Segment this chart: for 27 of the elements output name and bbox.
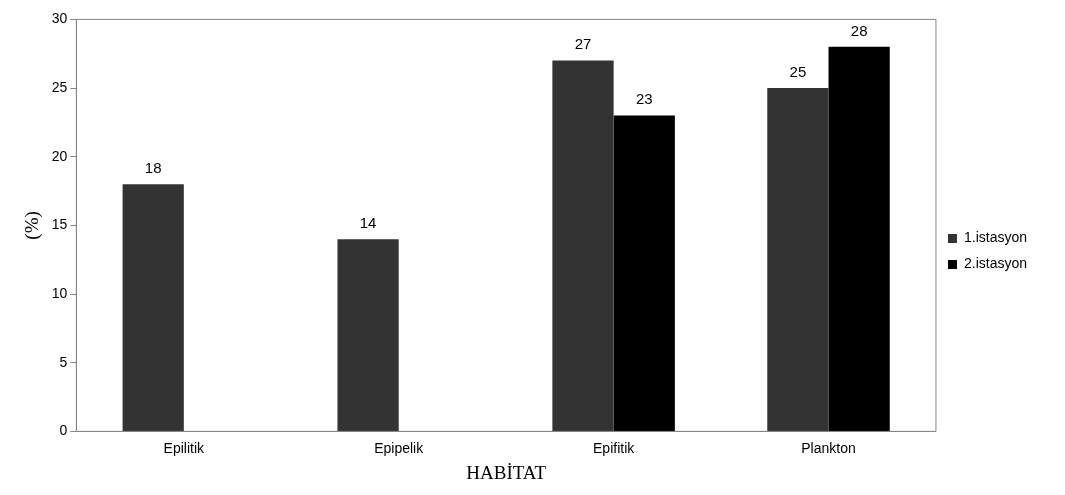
bar	[552, 60, 614, 431]
y-tick-label: 5	[59, 353, 68, 370]
data-label: 27	[574, 35, 592, 53]
x-tick-label: Epilitik	[163, 439, 206, 456]
y-axis-title: (%)	[21, 211, 44, 240]
bar	[767, 88, 829, 431]
bar	[337, 239, 399, 431]
bar	[828, 46, 890, 431]
x-tick-label: Epifitik	[593, 439, 636, 456]
y-tick-label: 0	[59, 422, 68, 439]
bar	[122, 184, 184, 431]
y-tick-label: 30	[51, 10, 68, 27]
y-tick-label: 20	[51, 147, 68, 164]
x-tick-label: Plankton	[801, 439, 856, 456]
data-label: 23	[635, 90, 653, 108]
data-label: 14	[359, 213, 377, 231]
y-tick-label: 10	[51, 284, 68, 301]
y-tick-label: 25	[51, 78, 68, 95]
y-tick-label: 15	[51, 216, 68, 233]
legend-label: 2.istasyon	[963, 255, 1028, 272]
legend-label: 1.istasyon	[963, 229, 1028, 246]
x-tick-label: Epipelik	[374, 439, 425, 456]
data-label: 28	[850, 21, 868, 39]
data-label: 25	[789, 62, 807, 80]
x-axis-title: HABİTAT	[466, 461, 547, 483]
data-label: 18	[144, 158, 162, 176]
bar	[613, 115, 675, 431]
